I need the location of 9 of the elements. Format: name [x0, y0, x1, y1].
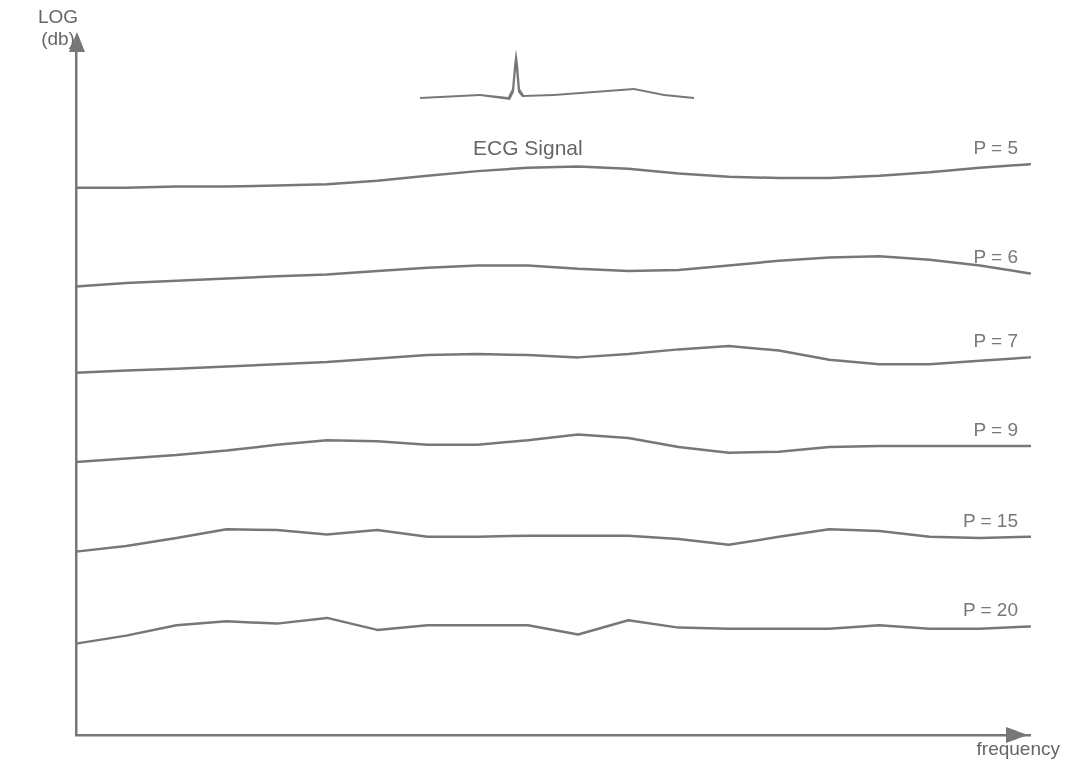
text: LOG (db)	[38, 6, 79, 50]
series-label: P = 6	[973, 246, 1018, 268]
series-label: P = 7	[973, 330, 1018, 352]
x-axis-title: frequency	[976, 738, 1060, 760]
series-label: P = 5	[973, 137, 1018, 158]
series-label: P = 20	[962, 599, 1018, 621]
series-label: P = 9	[973, 418, 1018, 440]
text: ECG Signal	[473, 136, 583, 159]
series-label: P = 15	[962, 509, 1018, 531]
